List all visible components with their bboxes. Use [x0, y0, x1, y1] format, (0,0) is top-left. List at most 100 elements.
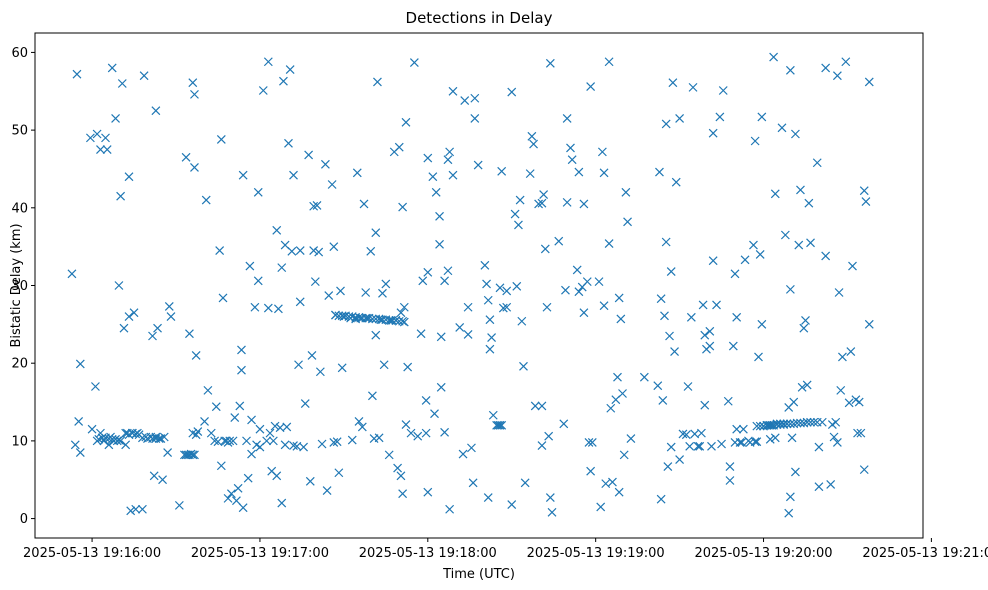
data-point [594, 277, 604, 287]
data-point [163, 448, 173, 457]
data-point [255, 424, 265, 434]
data-point [398, 489, 408, 499]
data-point [258, 86, 268, 95]
data-point [507, 500, 517, 510]
data-point [856, 428, 866, 438]
data-point [124, 172, 134, 182]
data-point [804, 198, 814, 208]
data-point [579, 308, 589, 318]
data-point [732, 312, 742, 322]
data-point [423, 153, 433, 163]
data-point [124, 312, 134, 322]
data-point [334, 311, 344, 321]
data-point [864, 77, 874, 87]
data-point [547, 507, 557, 517]
data-point [263, 303, 273, 313]
data-point [597, 147, 607, 157]
data-point [785, 284, 795, 294]
data-point [854, 397, 864, 407]
data-point [789, 397, 799, 407]
data-point [755, 249, 765, 259]
data-point [324, 291, 334, 301]
data-point [357, 422, 367, 432]
x-tick-label: 2025-05-13 19:16:00 [23, 546, 161, 561]
data-point [567, 155, 577, 165]
data-point [114, 435, 124, 445]
data-point [831, 417, 841, 427]
data-point [216, 461, 226, 471]
data-point [185, 450, 194, 460]
data-point [613, 372, 622, 382]
data-point [289, 170, 298, 180]
data-point [514, 220, 523, 230]
data-point [381, 279, 391, 289]
data-point [812, 158, 822, 168]
data-point [707, 441, 716, 451]
data-point [730, 269, 740, 279]
data-point [431, 187, 441, 197]
data-point [235, 401, 245, 411]
data-point [799, 323, 809, 333]
data-point [639, 372, 649, 382]
data-point [334, 468, 344, 478]
data-point [525, 169, 535, 179]
data-point [396, 308, 406, 318]
data-point [681, 430, 691, 440]
data-point [463, 302, 473, 312]
data-point [428, 172, 438, 182]
data-point [445, 147, 455, 157]
data-point [329, 438, 339, 447]
data-point [393, 463, 403, 473]
data-point [656, 494, 666, 504]
data-point [374, 433, 384, 443]
data-point [111, 434, 120, 444]
data-point [75, 359, 85, 369]
data-point [354, 417, 364, 426]
data-point [153, 323, 162, 333]
data-point [814, 442, 824, 452]
data-point [656, 294, 666, 304]
data-point [671, 177, 681, 187]
data-point [131, 429, 141, 439]
data-point [661, 237, 671, 247]
data-point [498, 303, 508, 313]
data-point [211, 402, 221, 412]
data-point [126, 506, 136, 516]
data-point [666, 267, 676, 276]
data-point [834, 288, 844, 297]
data-point [225, 436, 235, 446]
data-point [282, 422, 292, 432]
data-point [309, 246, 319, 255]
data-point [190, 162, 199, 172]
data-point [247, 449, 256, 459]
data-point [398, 202, 408, 212]
data-point [304, 150, 314, 160]
data-point [853, 428, 862, 438]
data-point [401, 420, 411, 429]
data-point [294, 360, 303, 370]
data-point [806, 238, 815, 248]
x-tick-label: 2025-05-13 19:20:00 [694, 546, 832, 561]
data-point [705, 326, 715, 336]
data-point [416, 329, 426, 339]
data-point [675, 455, 685, 464]
data-point [138, 504, 147, 514]
data-point [121, 440, 131, 450]
data-point [752, 437, 762, 447]
data-point [584, 438, 594, 447]
data-point [367, 391, 377, 401]
data-point [782, 419, 792, 429]
data-point [738, 424, 748, 434]
data-point [683, 382, 693, 391]
data-point [423, 267, 433, 277]
data-point [396, 471, 406, 481]
data-point [572, 265, 582, 275]
data-point [188, 450, 198, 460]
data-point [238, 503, 248, 513]
data-point [832, 438, 842, 447]
data-point [440, 276, 450, 286]
data-point [740, 255, 750, 265]
data-point [379, 360, 389, 370]
